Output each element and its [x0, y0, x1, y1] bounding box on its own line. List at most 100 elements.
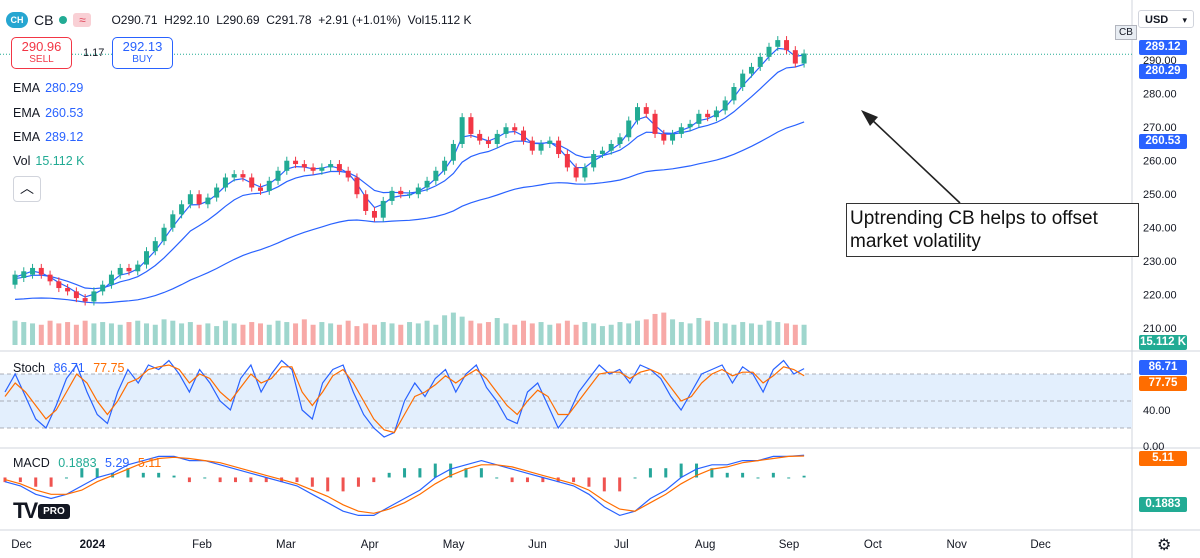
volume-bar: [21, 322, 27, 345]
symbol-name[interactable]: CB: [34, 12, 54, 28]
time-tick-label: Sep: [779, 539, 799, 551]
buy-button[interactable]: 292.13 BUY: [112, 37, 173, 69]
candle-body: [643, 107, 649, 114]
indicator-ema-2[interactable]: EMA 260.53: [13, 106, 84, 120]
macd-hist-bar: [157, 472, 161, 478]
ema-slow-line: [14, 121, 805, 304]
macd-line: [4, 454, 805, 517]
indicator-ema-3[interactable]: EMA 289.12: [13, 130, 84, 144]
volume-bar: [398, 324, 404, 345]
volume-bar: [687, 323, 693, 345]
candle-body: [205, 197, 211, 205]
macd-hist-bar: [510, 477, 514, 483]
macd-legend[interactable]: MACD 0.1883 5.29 5.11: [13, 456, 162, 470]
volume-bar: [371, 324, 377, 345]
time-tick-label: Oct: [864, 539, 883, 551]
macd-hist-bar: [710, 468, 714, 478]
currency-selector[interactable]: USD ▾: [1138, 10, 1194, 28]
volume-bar: [205, 323, 211, 345]
stoch-lines: [4, 359, 805, 438]
wave-icon[interactable]: ≈: [73, 13, 92, 27]
candle-body: [398, 190, 404, 195]
volume-bar: [661, 312, 667, 345]
annotation-callout[interactable]: Uptrending CB helps to offset market vol…: [846, 203, 1139, 257]
candle-body: [284, 160, 290, 171]
volume-bar: [503, 323, 509, 345]
chevron-down-icon: ▾: [1182, 15, 1187, 25]
volume-bar: [468, 320, 474, 345]
candle-body: [459, 117, 465, 144]
time-tick-label: Jun: [528, 539, 547, 551]
volume-bar: [389, 323, 395, 345]
candle-body: [222, 177, 228, 188]
annotation-arrow-head: [861, 110, 878, 126]
volume-bar: [740, 322, 746, 345]
indicator-volume[interactable]: Vol 15.112 K: [13, 154, 85, 168]
volume-bar: [599, 326, 605, 345]
symbol-header: CH CB ≈ O290.71 H292.10 L290.69 C291.78 …: [6, 12, 472, 28]
candle-body: [152, 241, 158, 252]
macd-hist-bar: [234, 477, 238, 483]
candle-body: [214, 187, 220, 198]
stoch-tick-label: 40.00: [1143, 405, 1171, 417]
gear-icon[interactable]: ⚙: [1157, 537, 1172, 554]
macd-hist-bar: [203, 477, 207, 479]
candle-body: [450, 143, 456, 161]
candle-body: [179, 204, 185, 215]
macd-hist-bar: [525, 477, 529, 483]
sell-button[interactable]: 290.96 SELL: [11, 37, 72, 69]
collapse-legend-button[interactable]: ︿: [13, 176, 41, 202]
candle-body: [547, 140, 553, 144]
candle-body: [345, 170, 351, 178]
macd-hist-bar: [618, 477, 622, 492]
market-open-dot: [59, 16, 68, 24]
annotation-arrow-line: [869, 117, 961, 204]
tradingview-logo[interactable]: TV PRO: [13, 498, 70, 524]
candle-body: [634, 107, 640, 121]
volume-bar: [117, 324, 123, 345]
time-tick-label: Jul: [614, 539, 629, 551]
candle-body: [319, 167, 325, 171]
axes: 210.00 220.00 230.00 240.00 250.00 260.00 270.…: [11, 55, 1176, 551]
volume-bar: [328, 323, 334, 345]
price-tag-stoch-d: 77.75: [1139, 376, 1187, 391]
price-tag-macd-signal: 5.11: [1139, 451, 1187, 466]
macd-hist-bar: [541, 477, 545, 483]
candle-body: [363, 194, 369, 211]
volume-bar: [82, 320, 88, 345]
candle-body: [56, 281, 62, 289]
candle-body: [801, 53, 807, 64]
volume-bar: [757, 324, 763, 345]
macd-hist-bar: [418, 468, 422, 478]
volume-bar: [415, 323, 421, 345]
candle-body: [293, 160, 299, 165]
candle-body: [336, 164, 342, 171]
candle-body: [117, 267, 123, 275]
macd-hist-bar: [126, 468, 130, 478]
volume-bar: [266, 324, 272, 345]
volume-bar: [442, 315, 448, 345]
macd-hist-bar: [572, 477, 576, 483]
time-tick-label: 2024: [80, 539, 106, 551]
volume-bar: [678, 322, 684, 345]
volume-bar: [152, 324, 158, 345]
stoch-band: [0, 373, 1132, 429]
candle-body: [775, 40, 781, 47]
volume-bar: [144, 323, 150, 345]
volume-bar: [249, 322, 255, 345]
stoch-legend[interactable]: Stoch 86.71 77.75: [13, 361, 125, 375]
price-tick-label: 240.00: [1143, 223, 1177, 235]
price-tick-label: 260.00: [1143, 156, 1177, 168]
time-tick-label: Apr: [361, 539, 379, 551]
price-tick-label: 270.00: [1143, 122, 1177, 134]
ohlc-readout: O290.71 H292.10 L290.69 C291.78 +2.91 (+…: [111, 13, 472, 27]
candle-body: [608, 143, 614, 151]
candle-body: [407, 194, 413, 196]
spread-value: 1.17: [83, 47, 105, 59]
candle-body: [144, 251, 150, 265]
volume-bar: [626, 323, 632, 345]
volume-bar: [231, 323, 237, 345]
candle-body: [371, 210, 377, 218]
indicator-ema-1[interactable]: EMA 280.29: [13, 81, 84, 95]
